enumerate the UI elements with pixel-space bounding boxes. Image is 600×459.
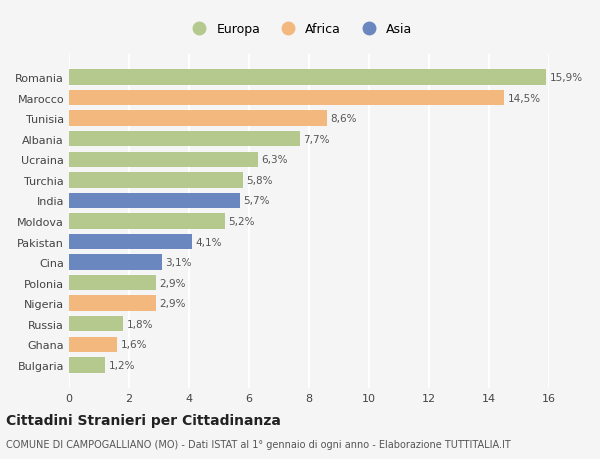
- Bar: [69, 275, 156, 291]
- Bar: [69, 70, 546, 85]
- Text: 4,1%: 4,1%: [196, 237, 222, 247]
- Bar: [69, 296, 156, 311]
- Text: 2,9%: 2,9%: [160, 298, 186, 308]
- Text: 1,6%: 1,6%: [121, 340, 147, 349]
- Text: COMUNE DI CAMPOGALLIANO (MO) - Dati ISTAT al 1° gennaio di ogni anno - Elaborazi: COMUNE DI CAMPOGALLIANO (MO) - Dati ISTA…: [6, 440, 511, 449]
- Text: 2,9%: 2,9%: [160, 278, 186, 288]
- Text: 6,3%: 6,3%: [262, 155, 288, 165]
- Text: 1,2%: 1,2%: [109, 360, 135, 370]
- Text: 14,5%: 14,5%: [508, 94, 541, 103]
- Text: 8,6%: 8,6%: [331, 114, 357, 124]
- Text: 7,7%: 7,7%: [304, 134, 330, 145]
- Bar: [69, 255, 162, 270]
- Text: 1,8%: 1,8%: [127, 319, 153, 329]
- Text: 3,1%: 3,1%: [166, 257, 192, 268]
- Bar: [69, 91, 504, 106]
- Text: 5,7%: 5,7%: [244, 196, 270, 206]
- Bar: [69, 132, 300, 147]
- Bar: [69, 173, 243, 188]
- Text: Cittadini Stranieri per Cittadinanza: Cittadini Stranieri per Cittadinanza: [6, 414, 281, 428]
- Bar: [69, 234, 192, 250]
- Bar: [69, 337, 117, 352]
- Bar: [69, 152, 258, 168]
- Bar: [69, 193, 240, 209]
- Bar: [69, 316, 123, 332]
- Bar: [69, 358, 105, 373]
- Text: 5,8%: 5,8%: [247, 175, 273, 185]
- Text: 5,2%: 5,2%: [229, 217, 255, 226]
- Legend: Europa, Africa, Asia: Europa, Africa, Asia: [181, 18, 418, 41]
- Bar: [69, 214, 225, 229]
- Bar: [69, 111, 327, 127]
- Text: 15,9%: 15,9%: [550, 73, 583, 83]
